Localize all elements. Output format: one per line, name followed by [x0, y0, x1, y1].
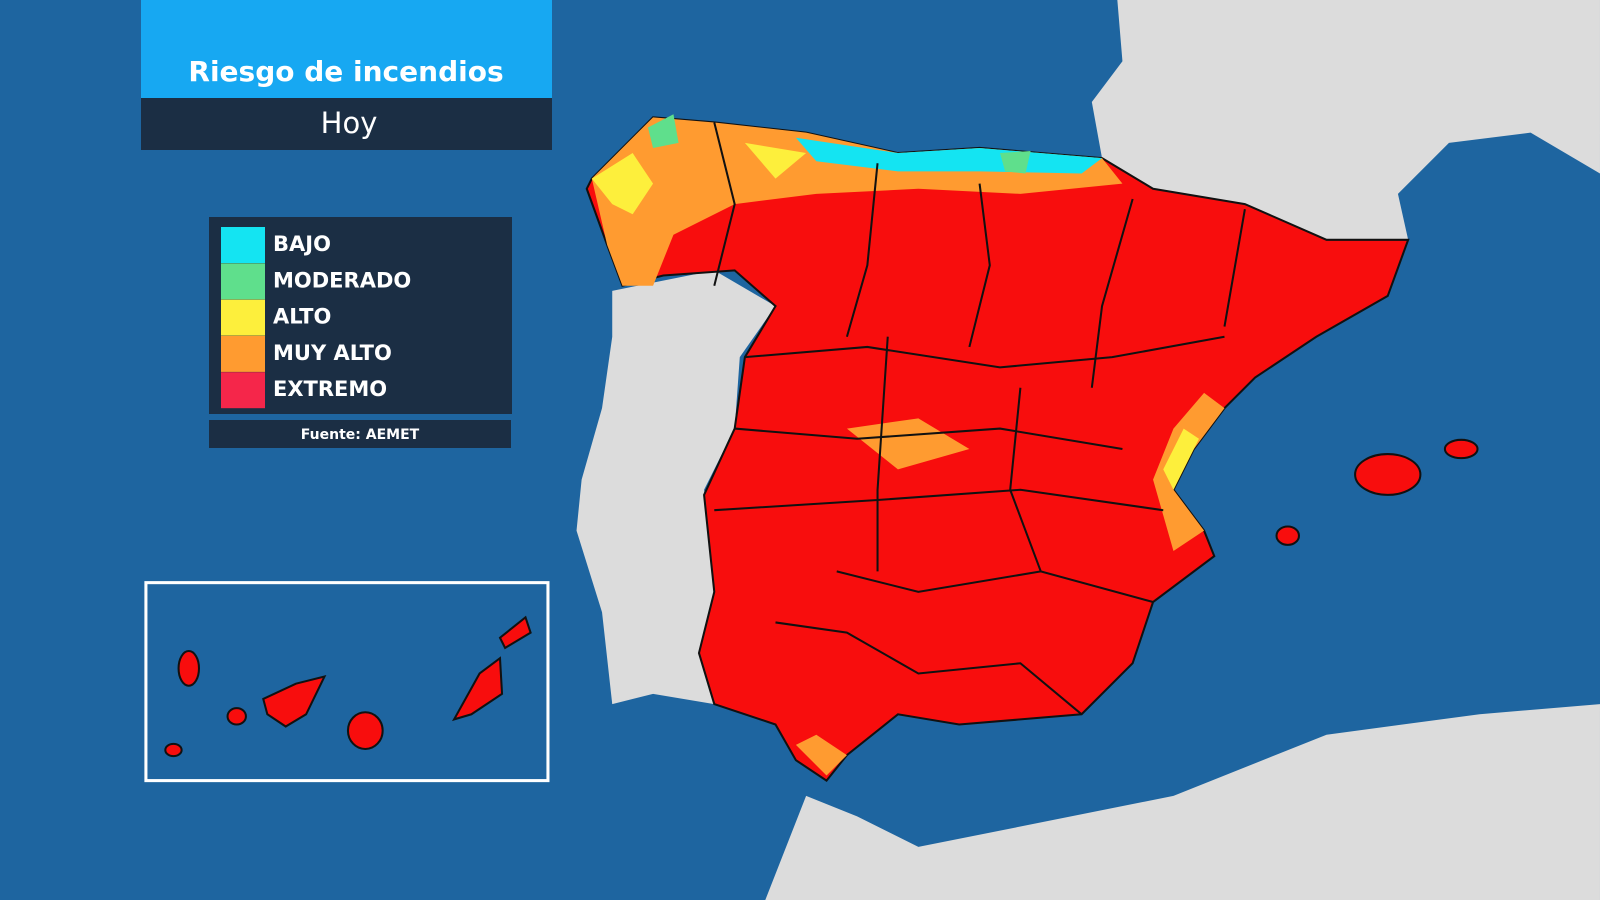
legend-swatch — [221, 335, 265, 372]
source-box — [209, 420, 511, 448]
spain — [585, 116, 1410, 782]
balearic-islands — [1275, 438, 1479, 546]
subtitle-box — [141, 98, 552, 150]
geography — [144, 0, 1600, 900]
province-borders — [713, 122, 1246, 716]
title-box — [141, 0, 552, 98]
risk-east-coast — [795, 392, 1225, 776]
portugal — [576, 270, 776, 705]
legend-label: ALTO — [273, 305, 331, 329]
source: Fuente: AEMET — [301, 427, 420, 443]
legend-swatch — [221, 372, 265, 409]
risk-alto — [591, 142, 807, 215]
legend-swatch — [221, 227, 265, 263]
canary-islands — [164, 615, 532, 758]
title: Riesgo de incendios — [188, 55, 503, 88]
legend-label: MODERADO — [273, 268, 411, 292]
africa — [765, 704, 1600, 900]
legend-label: BAJO — [273, 232, 331, 256]
legend: BAJO MODERADO ALTO MUY ALTO EXTREMO — [221, 227, 411, 409]
subtitle: Hoy — [321, 106, 378, 140]
legend-label: EXTREMO — [273, 377, 387, 401]
legend-swatch — [221, 299, 265, 336]
legend-label: MUY ALTO — [273, 341, 392, 365]
legend-swatch — [221, 263, 265, 300]
france — [1091, 0, 1600, 240]
canary-inset — [144, 581, 550, 783]
risk-east-alto — [1163, 428, 1199, 490]
